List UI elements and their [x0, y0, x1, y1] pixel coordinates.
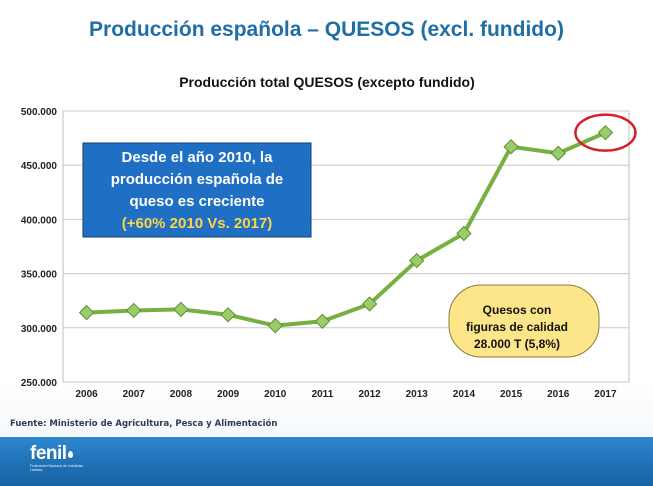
y-tick-label: 250.000 — [21, 378, 58, 389]
blue-box-line-1: Desde el año 2010, la — [122, 149, 274, 166]
data-point-2006 — [78, 304, 95, 321]
y-tick-label: 500.000 — [21, 107, 58, 118]
x-tick-label: 2013 — [406, 389, 429, 400]
highlight-ring — [574, 113, 637, 152]
fenil-logo: fenil Federación Nacional de Industrias … — [30, 443, 90, 473]
data-point-2011 — [314, 313, 331, 330]
y-tick-label: 450.000 — [21, 161, 58, 172]
growth-annotation-box: Desde el año 2010, la producción español… — [82, 142, 312, 238]
x-tick-label: 2008 — [170, 389, 193, 400]
x-tick-label: 2017 — [594, 389, 617, 400]
production-line-chart: Producción total QUESOS (excepto fundido… — [21, 74, 637, 400]
x-tick-label: 2012 — [358, 389, 381, 400]
y-tick-label: 400.000 — [21, 215, 58, 226]
callout-line-3: 28.000 T (5,8%) — [474, 337, 560, 351]
data-point-2016 — [550, 145, 566, 161]
x-tick-label: 2015 — [500, 389, 523, 400]
logo-subtitle: Federación Nacional de Industrias Láctea… — [30, 464, 84, 472]
data-point-2015 — [503, 139, 519, 155]
callout-line-2: figuras de calidad — [466, 320, 568, 334]
data-point-2013 — [409, 252, 425, 269]
series-line — [86, 130, 607, 328]
x-tick-label: 2010 — [264, 389, 287, 400]
x-tick-label: 2016 — [547, 389, 570, 400]
blue-box-highlight: (+60% 2010 Vs. 2017) — [122, 215, 273, 232]
data-point-2012 — [361, 296, 378, 312]
blue-box-line-2: producción española de — [111, 171, 284, 188]
quality-callout: Quesos con figuras de calidad 28.000 T (… — [448, 284, 600, 358]
data-point-2009 — [220, 307, 236, 323]
data-point-2014 — [456, 225, 472, 242]
blue-box-line-3: queso es creciente — [129, 193, 264, 210]
x-tick-label: 2009 — [217, 389, 240, 400]
x-tick-label: 2011 — [312, 389, 334, 400]
y-tick-label: 300.000 — [21, 324, 58, 335]
milk-drop-icon — [67, 451, 73, 458]
y-tick-label: 350.000 — [21, 270, 58, 281]
footer-bar — [0, 437, 653, 486]
slide-title: Producción española – QUESOS (excl. fund… — [89, 18, 564, 41]
x-tick-label: 2014 — [453, 389, 476, 400]
callout-line-1: Quesos con — [483, 303, 552, 317]
data-point-2010 — [267, 317, 283, 334]
logo-text: fenil — [30, 443, 67, 464]
chart-title: Producción total QUESOS (excepto fundido… — [179, 74, 475, 90]
data-point-2008 — [173, 301, 189, 318]
x-tick-label: 2006 — [75, 389, 98, 400]
data-point-2017 — [597, 124, 614, 141]
x-tick-label: 2007 — [123, 389, 146, 400]
data-point-2007 — [126, 302, 142, 319]
source-note: Fuente: Ministerio de Agricultura, Pesca… — [10, 419, 278, 429]
